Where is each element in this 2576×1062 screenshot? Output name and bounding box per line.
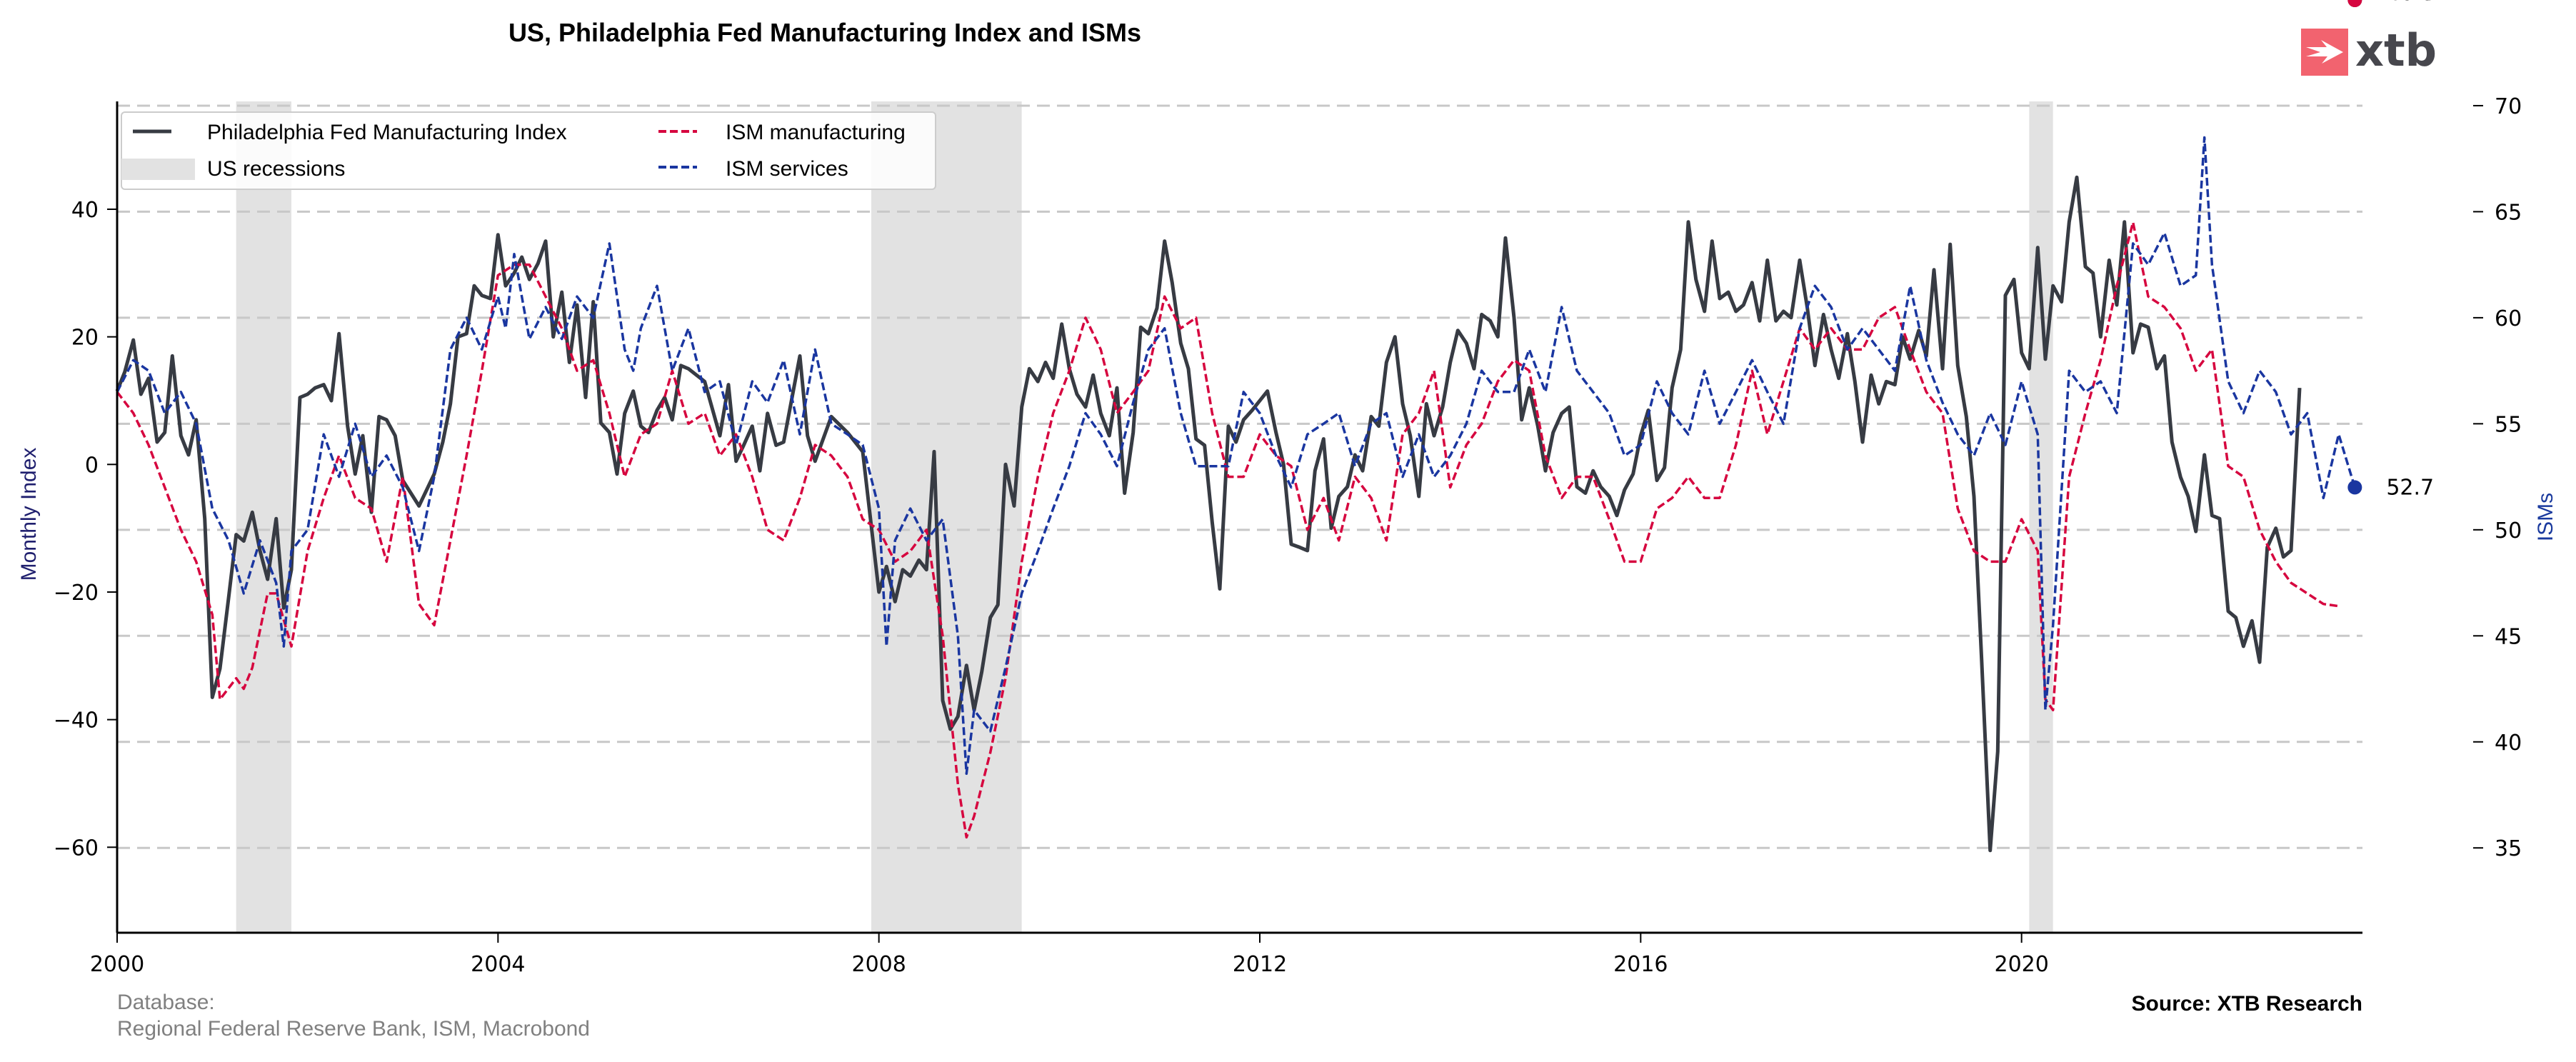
end-marker-ism-services — [2347, 480, 2362, 495]
y-tick-label-right-65: 65 — [2495, 200, 2522, 225]
series-line-ism-services — [116, 136, 2356, 776]
footer-database-label: Database: — [117, 991, 215, 1014]
end-label-ism-services: 52.7 — [2386, 475, 2434, 500]
legend: Philadelphia Fed Manufacturing Index US … — [121, 111, 936, 190]
y-tick-label-right-35: 35 — [2495, 836, 2522, 861]
recession-band-1 — [871, 101, 1022, 933]
legend-label-ism-manufacturing: ISM manufacturing — [726, 121, 906, 144]
y-tick-label-right-60: 60 — [2495, 306, 2522, 331]
footer-source: Source: XTB Research — [2132, 992, 2362, 1016]
xtb-logo-text: xtb — [2355, 24, 2437, 76]
end-markers: 12.046.4 52.7 — [2347, 0, 2434, 500]
y-tick-label-right-70: 70 — [2495, 94, 2522, 119]
end-label-ism-manufacturing: 46.4 — [2386, 0, 2434, 6]
y-tick-label-right-45: 45 — [2495, 624, 2522, 649]
footer-database-sources: Regional Federal Reserve Bank, ISM, Macr… — [117, 1017, 590, 1041]
end-label-philadelphia-fed-manufacturing-index: 12.0 — [2386, 0, 2434, 6]
x-tick-label-2016: 2016 — [1613, 952, 1668, 977]
y-tick-label-right-50: 50 — [2495, 519, 2522, 543]
y-axis-label-left: Monthly Index — [17, 448, 41, 581]
y-tick-label-right-40: 40 — [2495, 731, 2522, 756]
axes: 2000 2004 2008 2012 2016 2020 40 20 0 −20 −40 −60 70… — [54, 94, 2522, 977]
xtb-logo: xtb — [2301, 24, 2437, 76]
y-tick-label-left--60: −60 — [54, 836, 99, 861]
y-tick-label-left--40: −40 — [54, 708, 99, 733]
xtb-logo-x-icon — [2306, 40, 2343, 64]
y-tick-label-left-0: 0 — [85, 453, 99, 478]
legend-label-philly: Philadelphia Fed Manufacturing Index — [207, 121, 567, 144]
legend-label-recessions: US recessions — [207, 157, 345, 181]
y-tick-label-right-55: 55 — [2495, 412, 2522, 437]
legend-swatch-recessions — [121, 159, 195, 180]
x-tick-label-2004: 2004 — [471, 952, 525, 977]
recession-bands — [236, 101, 2053, 933]
series-line-philadelphia-fed-manufacturing-index — [115, 175, 2302, 853]
legend-box — [121, 111, 936, 190]
recession-band-0 — [236, 101, 291, 933]
end-marker-ism-manufacturing — [2347, 0, 2362, 7]
x-tick-label-2020: 2020 — [1994, 952, 2048, 977]
y-tick-label-left-40: 40 — [71, 198, 99, 223]
x-tick-label-2000: 2000 — [90, 952, 144, 977]
series-line-ism-manufacturing — [116, 221, 2339, 839]
y-tick-label-left--20: −20 — [54, 581, 99, 606]
series-lines — [115, 136, 2356, 853]
gridlines — [117, 104, 2362, 849]
y-tick-label-left-20: 20 — [71, 326, 99, 351]
chart-title: US, Philadelphia Fed Manufacturing Index… — [508, 18, 1141, 47]
x-tick-label-2012: 2012 — [1233, 952, 1287, 977]
y-axis-label-right: ISMs — [2534, 493, 2557, 541]
recession-band-2 — [2029, 101, 2053, 933]
legend-label-ism-services: ISM services — [726, 157, 848, 181]
x-tick-label-2008: 2008 — [851, 952, 906, 977]
